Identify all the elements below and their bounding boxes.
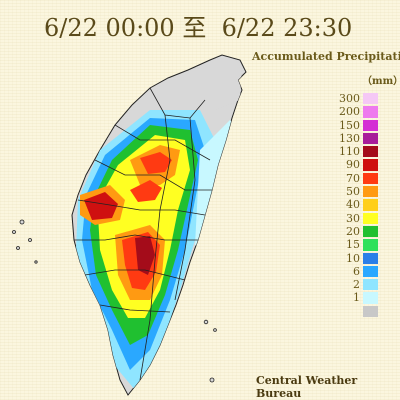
legend-swatch (363, 239, 378, 251)
legend-swatch (363, 132, 378, 145)
legend-unit: （mm） (362, 76, 400, 87)
legend-row: 90 (320, 158, 380, 171)
legend-row: 2 (320, 278, 380, 291)
legend-swatch (363, 119, 378, 131)
legend-swatch (363, 159, 378, 171)
legend-swatch (363, 279, 378, 291)
legend-row: 200 (320, 105, 380, 118)
legend-title: Accumulated Precipitation (252, 50, 400, 63)
legend-swatch (363, 212, 378, 224)
legend-swatch (363, 225, 378, 238)
legend-row: 15 (320, 238, 380, 251)
legend-label: 40 (346, 198, 360, 212)
legend-row: 70 (320, 172, 380, 185)
legend-row: 10 (320, 252, 380, 265)
legend-label: 70 (346, 171, 360, 185)
legend-label: 30 (346, 211, 360, 225)
legend-label: 2 (353, 278, 360, 292)
legend-swatch (363, 186, 378, 198)
legend-label: 300 (339, 92, 360, 105)
legend-label: 50 (346, 185, 360, 199)
legend-row: 110 (320, 145, 380, 158)
legend-label: 90 (346, 158, 360, 172)
legend-row (320, 305, 380, 318)
legend-swatch (363, 172, 378, 185)
legend-label: 200 (339, 105, 360, 119)
legend-label: 10 (346, 251, 360, 265)
legend-label: 130 (339, 131, 360, 145)
legend-row: 50 (320, 185, 380, 198)
legend-label: 150 (339, 118, 360, 132)
offshore-islands (12, 219, 217, 383)
source-credit: Central Weather Bureau (256, 374, 358, 400)
legend-swatch (363, 305, 378, 318)
legend-row: 30 (320, 212, 380, 225)
legend-swatch (363, 93, 378, 105)
legend-label: 15 (346, 238, 360, 252)
legend-label: 1 (353, 291, 360, 305)
legend-row: 6 (320, 265, 380, 278)
legend-label: 110 (339, 145, 360, 159)
legend-row: 40 (320, 198, 380, 211)
legend-swatch (363, 146, 378, 158)
legend-label: 6 (353, 264, 360, 278)
legend: 300 200 150 130 110 90 70 50 40 30 20 15 10 6 2 1 (320, 92, 380, 318)
legend-swatch (363, 252, 378, 264)
legend-swatch (363, 292, 378, 304)
legend-row: 20 (320, 225, 380, 238)
legend-row: 130 (320, 132, 380, 145)
legend-swatch (363, 265, 378, 278)
legend-row: 1 (320, 291, 380, 304)
legend-swatch (363, 199, 378, 211)
legend-swatch (363, 106, 378, 118)
county-boundaries (74, 87, 212, 381)
legend-row: 150 (320, 119, 380, 132)
legend-row: 300 (320, 92, 380, 105)
page-title: 6/22 00:00 至 6/22 23:30 (44, 14, 353, 42)
legend-label: 20 (346, 224, 360, 238)
